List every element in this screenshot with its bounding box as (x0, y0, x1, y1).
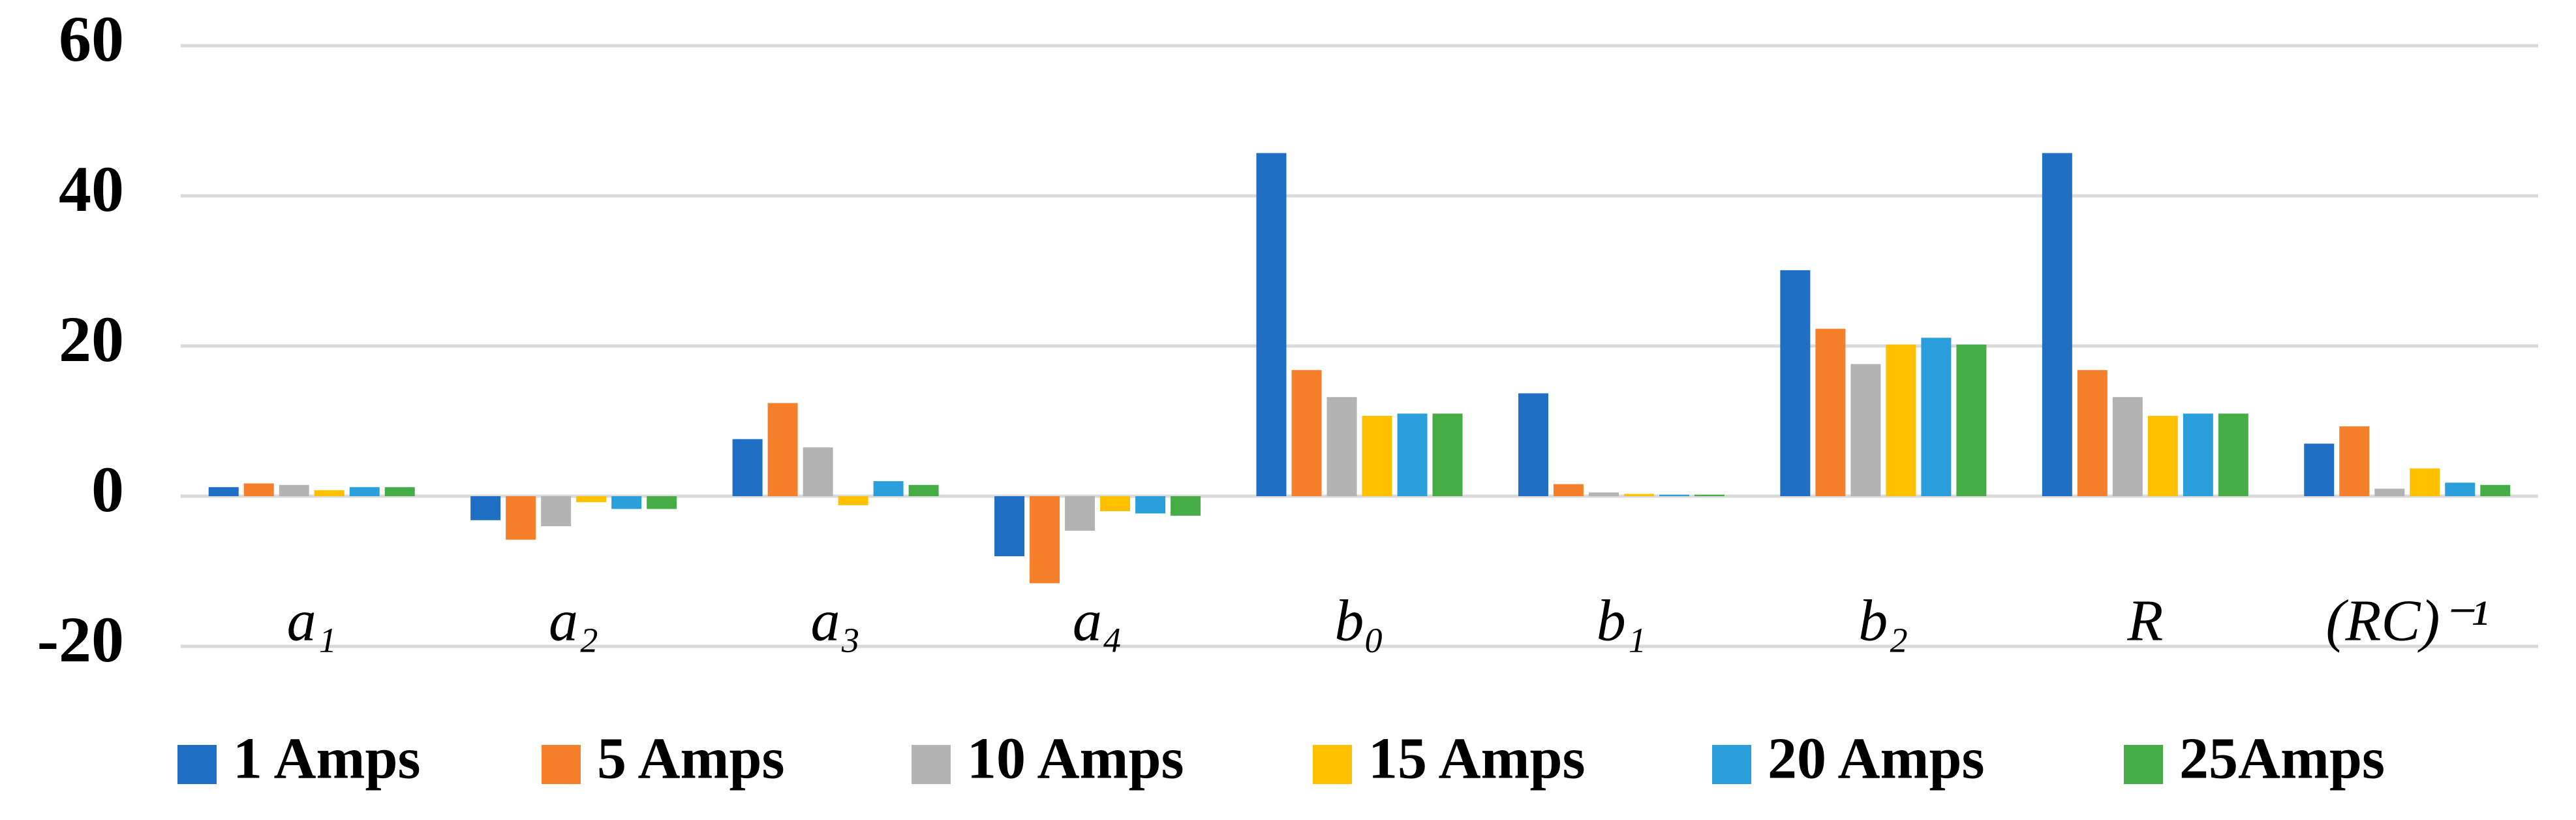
legend-swatch (1712, 745, 1751, 784)
legend-swatch (2124, 745, 2163, 784)
bar (541, 496, 572, 526)
legend-swatch (912, 745, 951, 784)
y-tick-label: 60 (59, 3, 124, 75)
bar (2374, 488, 2405, 496)
bar (349, 487, 380, 496)
bar (2042, 153, 2072, 496)
bar (243, 483, 274, 496)
bar (279, 484, 309, 496)
bar (1256, 153, 1287, 496)
bar (994, 496, 1025, 556)
bar (1362, 415, 1392, 496)
bar (647, 496, 677, 509)
bar (2480, 484, 2511, 496)
x-tick-label: a₁ (287, 589, 337, 654)
bar (2183, 413, 2213, 496)
bar (803, 447, 833, 496)
y-tick-label: 0 (91, 453, 124, 526)
x-tick-label: (RC)⁻¹ (2326, 589, 2489, 654)
bar (1956, 344, 1987, 496)
legend-swatch (177, 745, 217, 784)
legend-label: 20 Amps (1768, 727, 1985, 791)
bar (1553, 484, 1584, 496)
bar (208, 487, 239, 496)
bar (2112, 397, 2143, 496)
legend-label: 25Amps (2179, 727, 2385, 791)
bar (611, 496, 642, 509)
legend-label: 10 Amps (967, 727, 1184, 791)
bar (1780, 270, 1811, 496)
y-tick-label: 20 (59, 303, 124, 375)
bar (1326, 397, 1357, 496)
bar (384, 487, 415, 496)
bar (732, 439, 763, 496)
x-tick-label: R (2126, 589, 2163, 654)
legend-label: 15 Amps (1368, 727, 1586, 791)
bar (1518, 393, 1548, 496)
bar (1815, 328, 1846, 496)
legend-swatch (1313, 745, 1352, 784)
bar (1694, 494, 1725, 496)
x-tick-label: a₃ (810, 589, 860, 654)
bar (2218, 413, 2248, 496)
bar (314, 490, 345, 496)
bar (2410, 468, 2440, 496)
bar (1886, 344, 1916, 496)
bar (2147, 415, 2178, 496)
x-tick-label: b₀ (1334, 589, 1384, 654)
bar (767, 403, 798, 496)
bar (1135, 496, 1166, 514)
bar (1921, 338, 1952, 496)
bar (2339, 426, 2370, 496)
legend-swatch (542, 745, 581, 784)
bar (576, 496, 607, 503)
x-tick-label: a₂ (549, 589, 598, 654)
bar (1432, 413, 1463, 496)
bar (470, 496, 501, 520)
bar (1030, 496, 1060, 584)
x-tick-label: a₄ (1073, 589, 1122, 654)
bar (1588, 492, 1619, 496)
bar (1291, 370, 1322, 496)
bar (1100, 496, 1131, 511)
y-tick-label: 40 (59, 153, 124, 225)
bar (506, 496, 536, 540)
legend-label: 1 Amps (233, 727, 421, 791)
bar (1065, 496, 1096, 531)
bar (1659, 494, 1689, 496)
bar (2077, 370, 2108, 496)
bar (838, 496, 868, 505)
y-tick-label: -20 (37, 603, 124, 676)
bar (1397, 413, 1428, 496)
bar (1623, 494, 1654, 496)
bar (873, 481, 904, 496)
bar (2304, 443, 2335, 496)
x-tick-label: b₁ (1597, 589, 1646, 654)
bar (1171, 496, 1201, 516)
bar (1850, 364, 1881, 496)
x-tick-label: b₂ (1858, 589, 1908, 654)
legend-label: 5 Amps (597, 727, 785, 791)
bar (908, 484, 939, 496)
bar (2445, 482, 2476, 496)
